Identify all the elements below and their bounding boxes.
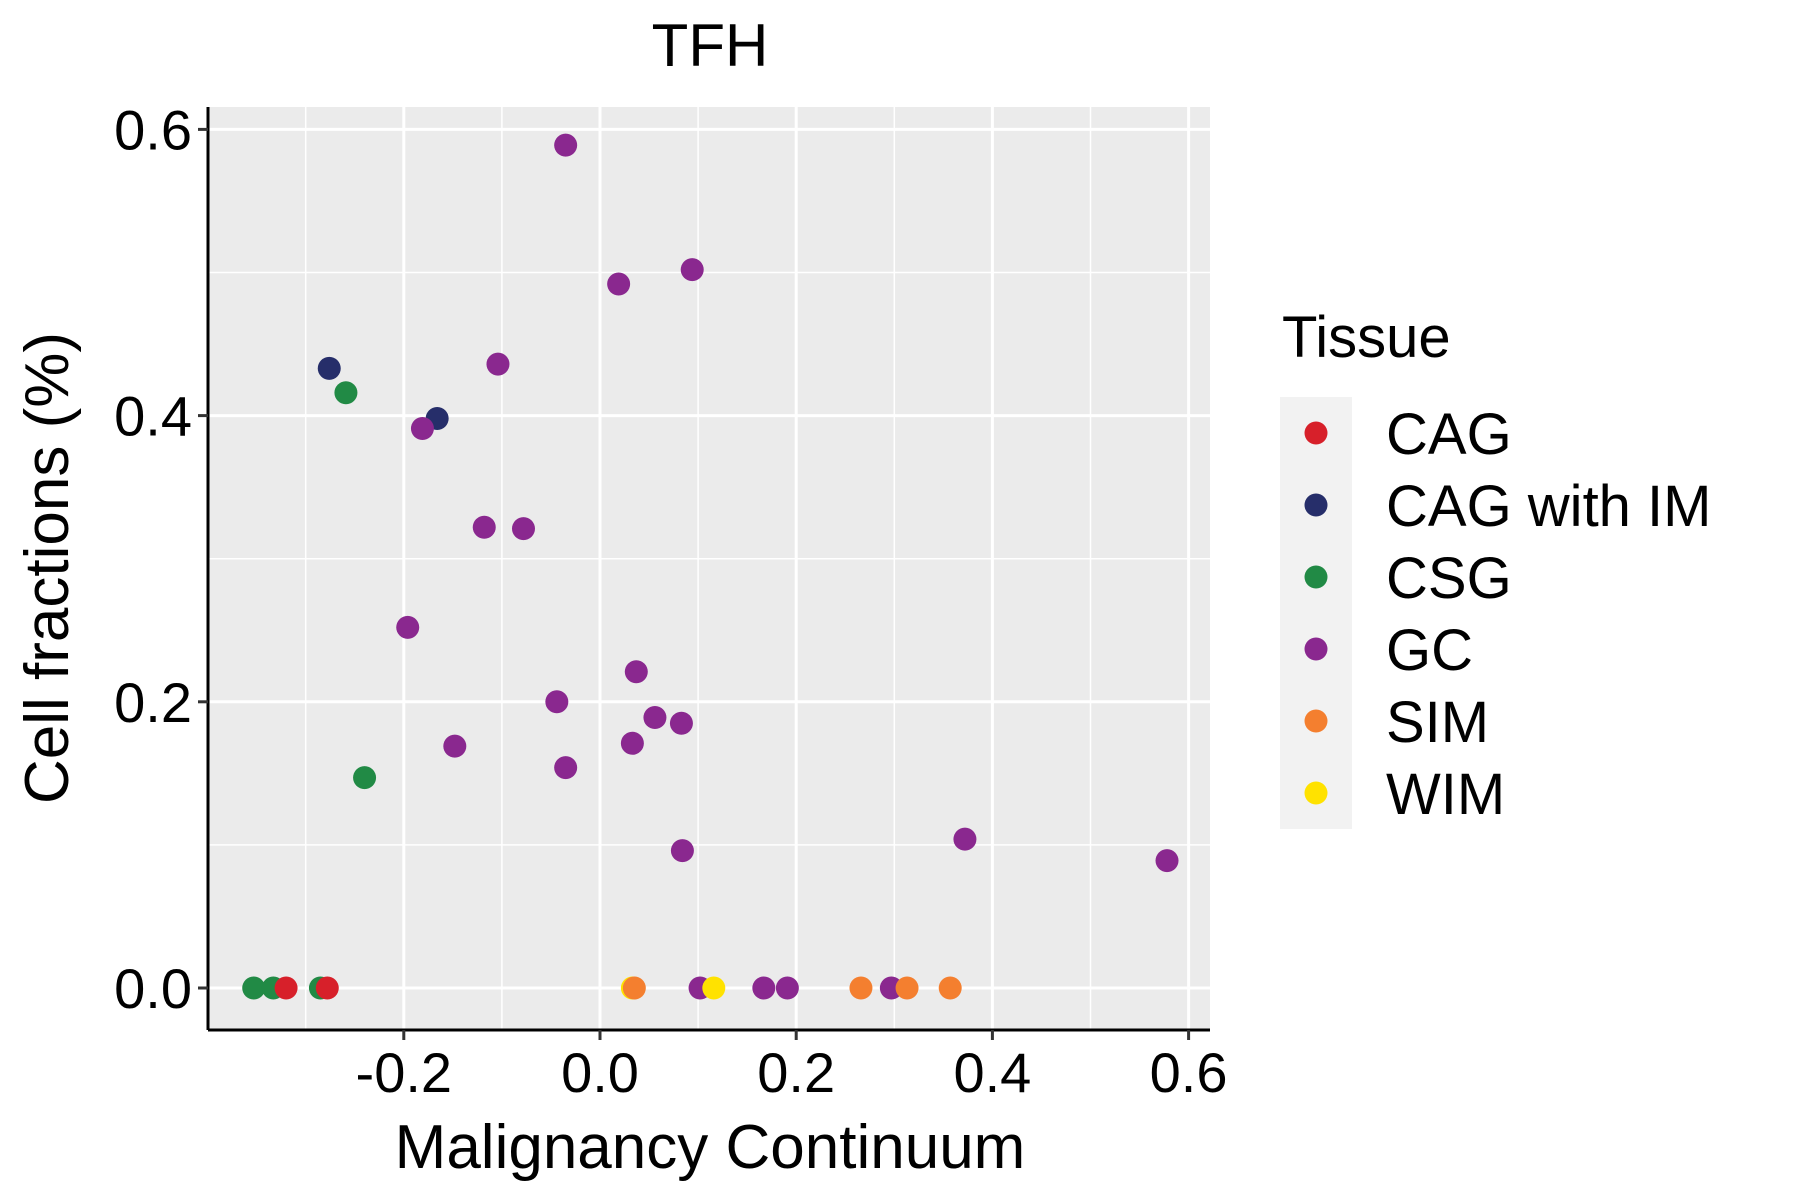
point-gc bbox=[620, 731, 644, 755]
point-gc bbox=[669, 711, 693, 735]
point-gc bbox=[680, 258, 704, 282]
point-cag bbox=[315, 976, 339, 1000]
y-axis-ticks: 0.0 0.2 0.4 0.6 bbox=[114, 98, 208, 1020]
legend-label: CSG bbox=[1386, 546, 1512, 611]
point-gc bbox=[511, 517, 535, 541]
legend-key-cag bbox=[1304, 421, 1328, 445]
plot-panel bbox=[208, 107, 1210, 1030]
x-axis-ticks: -0.2 0.0 0.2 0.4 0.6 bbox=[356, 1030, 1228, 1104]
chart-title: TFH bbox=[652, 12, 769, 79]
point-gc bbox=[953, 827, 977, 851]
point-sim bbox=[938, 976, 962, 1000]
point-csg bbox=[334, 381, 358, 405]
x-tick-label: 0.2 bbox=[757, 1041, 835, 1104]
legend-key-wim bbox=[1304, 781, 1328, 805]
point-gc bbox=[752, 976, 776, 1000]
point-gc bbox=[554, 756, 578, 780]
point-sim bbox=[895, 976, 919, 1000]
legend-key-sim bbox=[1304, 709, 1328, 733]
legend-key-csg bbox=[1304, 565, 1328, 589]
point-gc bbox=[410, 416, 434, 440]
legend-label: CAG bbox=[1386, 402, 1512, 467]
point-gc bbox=[775, 976, 799, 1000]
legend-key-cag-with-im bbox=[1304, 493, 1328, 517]
x-tick-label: -0.2 bbox=[356, 1041, 453, 1104]
point-gc bbox=[443, 734, 467, 758]
y-tick-label: 0.2 bbox=[114, 671, 192, 734]
legend-label: CAG with IM bbox=[1386, 474, 1712, 539]
point-cag bbox=[274, 976, 298, 1000]
x-axis-title: Malignancy Continuum bbox=[395, 1113, 1026, 1182]
x-tick-label: 0.0 bbox=[561, 1041, 639, 1104]
x-tick-label: 0.4 bbox=[953, 1041, 1031, 1104]
y-tick-label: 0.4 bbox=[114, 385, 192, 448]
legend-title: Tissue bbox=[1282, 305, 1451, 370]
legend-label: SIM bbox=[1386, 690, 1489, 755]
legend-label: WIM bbox=[1386, 762, 1505, 827]
legend-key-background bbox=[1280, 397, 1352, 829]
point-csg bbox=[353, 766, 377, 790]
legend-label: GC bbox=[1386, 618, 1473, 683]
legend-key-gc bbox=[1304, 637, 1328, 661]
legend: Tissue CAG CAG with IM CSG GC SIM WIM bbox=[1280, 305, 1712, 829]
point-gc bbox=[643, 706, 667, 730]
y-axis-title: Cell fractions (%) bbox=[13, 332, 82, 804]
point-gc bbox=[670, 839, 694, 863]
y-tick-label: 0.0 bbox=[114, 957, 192, 1020]
point-gc bbox=[624, 660, 648, 684]
point-gc bbox=[472, 515, 496, 539]
point-sim bbox=[622, 976, 646, 1000]
point-gc bbox=[396, 615, 420, 639]
point-cag-with-im bbox=[317, 356, 341, 380]
point-gc bbox=[545, 690, 569, 714]
x-tick-label: 0.6 bbox=[1150, 1041, 1228, 1104]
point-gc bbox=[1155, 849, 1179, 873]
point-csg bbox=[242, 976, 266, 1000]
point-gc bbox=[486, 352, 510, 376]
point-wim bbox=[702, 976, 726, 1000]
point-sim bbox=[849, 976, 873, 1000]
point-gc bbox=[554, 133, 578, 157]
y-tick-label: 0.6 bbox=[114, 98, 192, 161]
data-points bbox=[242, 133, 1179, 1000]
point-gc bbox=[607, 272, 631, 296]
